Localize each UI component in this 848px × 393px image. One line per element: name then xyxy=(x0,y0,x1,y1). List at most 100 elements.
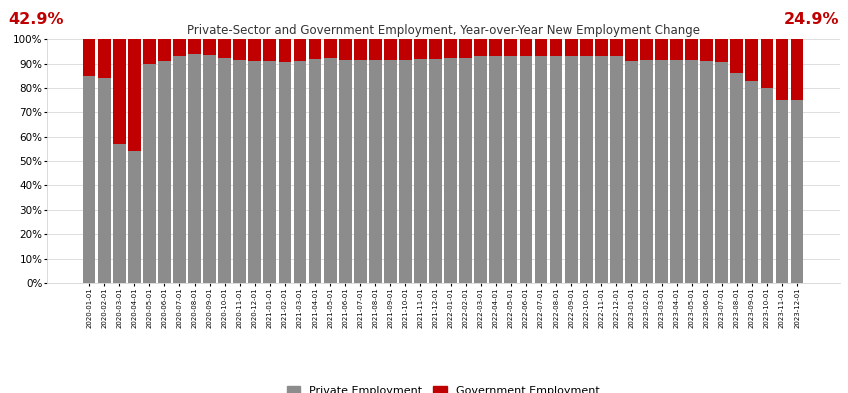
Bar xyxy=(293,39,306,61)
Bar xyxy=(610,39,622,56)
Bar xyxy=(716,62,728,283)
Title: Private-Sector and Government Employment, Year-over-Year New Employment Change: Private-Sector and Government Employment… xyxy=(187,24,700,37)
Bar xyxy=(83,39,96,76)
Bar xyxy=(745,81,758,283)
Bar xyxy=(670,60,683,283)
Bar xyxy=(790,100,804,283)
Bar xyxy=(460,39,472,57)
Bar xyxy=(293,61,306,283)
Bar xyxy=(700,61,713,283)
Bar xyxy=(83,76,96,283)
Bar xyxy=(204,39,216,55)
Bar xyxy=(414,59,427,283)
Bar xyxy=(790,39,804,100)
Bar xyxy=(625,61,638,283)
Bar xyxy=(113,144,126,283)
Bar xyxy=(98,39,110,78)
Bar xyxy=(324,57,337,283)
Bar xyxy=(444,39,457,57)
Bar xyxy=(384,39,397,60)
Bar xyxy=(685,60,698,283)
Bar xyxy=(656,39,668,60)
Bar xyxy=(460,57,472,283)
Bar xyxy=(309,39,321,59)
Bar xyxy=(670,39,683,60)
Bar xyxy=(594,56,608,283)
Bar xyxy=(309,59,321,283)
Bar xyxy=(730,39,743,73)
Bar xyxy=(338,39,352,60)
Bar xyxy=(520,39,533,56)
Bar xyxy=(338,60,352,283)
Bar xyxy=(354,60,366,283)
Bar xyxy=(534,56,548,283)
Bar xyxy=(98,78,110,283)
Bar xyxy=(730,73,743,283)
Bar xyxy=(700,39,713,61)
Bar xyxy=(233,39,246,60)
Bar xyxy=(278,62,292,283)
Bar xyxy=(520,56,533,283)
Bar xyxy=(776,39,789,100)
Bar xyxy=(143,64,156,283)
Bar xyxy=(505,39,517,56)
Bar xyxy=(776,100,789,283)
Bar xyxy=(233,60,246,283)
Bar xyxy=(218,39,231,57)
Bar xyxy=(761,88,773,283)
Bar xyxy=(580,56,593,283)
Bar xyxy=(429,39,442,59)
Bar xyxy=(188,39,201,54)
Bar xyxy=(158,39,170,61)
Bar xyxy=(113,39,126,144)
Bar xyxy=(505,56,517,283)
Bar xyxy=(188,54,201,283)
Bar xyxy=(550,56,562,283)
Bar xyxy=(474,56,487,283)
Bar xyxy=(565,56,577,283)
Bar xyxy=(204,55,216,283)
Bar xyxy=(640,60,653,283)
Bar xyxy=(264,39,276,61)
Bar xyxy=(761,39,773,88)
Bar xyxy=(610,56,622,283)
Bar xyxy=(369,60,382,283)
Bar xyxy=(656,60,668,283)
Bar xyxy=(685,39,698,60)
Bar xyxy=(143,39,156,64)
Bar xyxy=(158,61,170,283)
Bar xyxy=(745,39,758,81)
Bar xyxy=(384,60,397,283)
Bar xyxy=(565,39,577,56)
Bar xyxy=(489,39,502,56)
Bar xyxy=(248,39,261,61)
Bar xyxy=(625,39,638,61)
Text: 42.9%: 42.9% xyxy=(8,12,64,27)
Bar xyxy=(594,39,608,56)
Bar xyxy=(399,39,412,60)
Bar xyxy=(716,39,728,62)
Bar xyxy=(444,57,457,283)
Legend: Private Employment, Government Employment: Private Employment, Government Employmen… xyxy=(282,381,604,393)
Bar xyxy=(354,39,366,60)
Bar xyxy=(414,39,427,59)
Bar xyxy=(474,39,487,56)
Bar xyxy=(489,56,502,283)
Bar xyxy=(369,39,382,60)
Bar xyxy=(399,60,412,283)
Bar xyxy=(324,39,337,57)
Bar xyxy=(128,39,141,151)
Bar xyxy=(278,39,292,62)
Bar xyxy=(640,39,653,60)
Bar xyxy=(550,39,562,56)
Bar xyxy=(173,56,186,283)
Bar xyxy=(264,61,276,283)
Bar xyxy=(580,39,593,56)
Bar xyxy=(218,57,231,283)
Bar xyxy=(429,59,442,283)
Bar xyxy=(248,61,261,283)
Bar xyxy=(173,39,186,56)
Bar xyxy=(534,39,548,56)
Text: 24.9%: 24.9% xyxy=(784,12,840,27)
Bar xyxy=(128,151,141,283)
